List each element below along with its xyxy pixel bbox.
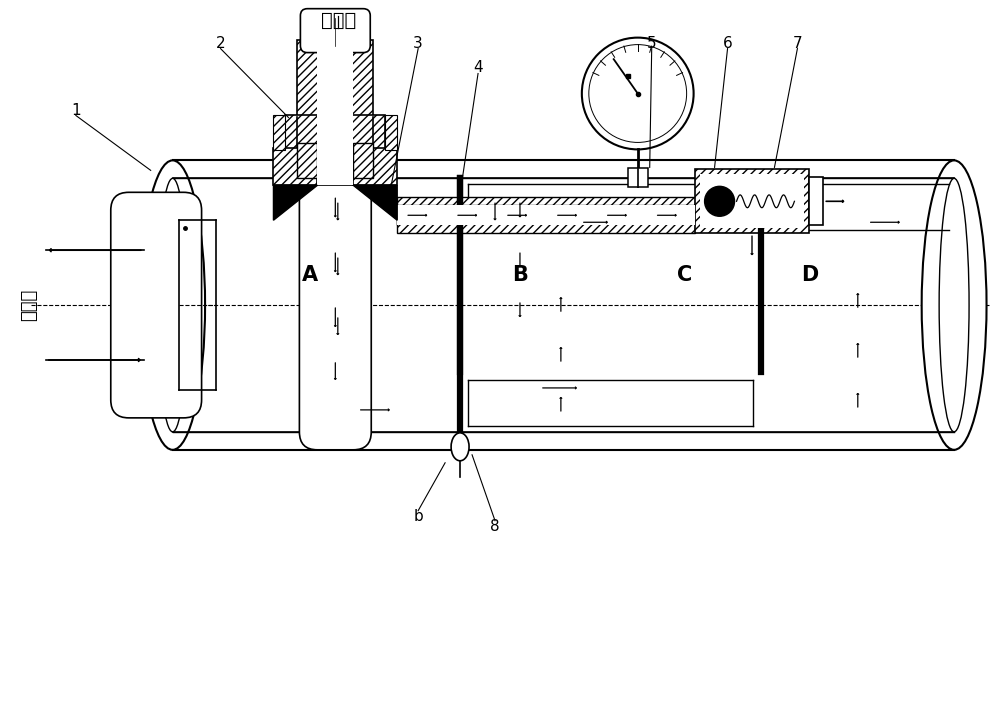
Bar: [285, 116, 385, 150]
Circle shape: [705, 186, 735, 216]
Bar: [695, 169, 809, 233]
Ellipse shape: [158, 178, 188, 432]
Polygon shape: [273, 185, 317, 220]
Ellipse shape: [451, 433, 469, 461]
Text: 2: 2: [216, 36, 225, 51]
Bar: [273, 149, 397, 185]
Bar: [385, 116, 397, 150]
Bar: [700, 174, 804, 228]
Text: D: D: [801, 265, 818, 285]
Text: b: b: [413, 509, 423, 525]
Text: 4: 4: [473, 60, 483, 75]
Text: 3: 3: [413, 36, 423, 51]
Text: 6: 6: [723, 36, 732, 51]
FancyBboxPatch shape: [111, 192, 202, 418]
FancyBboxPatch shape: [300, 8, 370, 53]
Text: B: B: [512, 265, 528, 285]
Bar: [809, 178, 823, 226]
Text: 8: 8: [490, 519, 500, 534]
Polygon shape: [353, 185, 397, 220]
Bar: [317, 149, 353, 185]
Circle shape: [589, 44, 687, 142]
Bar: [297, 39, 373, 118]
Bar: [353, 143, 373, 178]
FancyBboxPatch shape: [299, 160, 371, 450]
Bar: [297, 143, 317, 178]
Bar: [628, 168, 648, 188]
Bar: [317, 39, 353, 118]
Text: C: C: [677, 265, 692, 285]
Bar: [273, 116, 285, 150]
Text: 主油路: 主油路: [321, 11, 356, 30]
Ellipse shape: [939, 178, 969, 432]
Text: A: A: [302, 265, 318, 285]
Text: 7: 7: [793, 36, 802, 51]
Bar: [136, 215, 184, 395]
Text: 冷却水: 冷却水: [20, 289, 38, 321]
Bar: [317, 116, 353, 150]
Bar: [397, 205, 695, 226]
Ellipse shape: [922, 160, 987, 450]
Text: 5: 5: [647, 36, 657, 51]
Bar: [397, 197, 695, 226]
Text: 1: 1: [71, 103, 81, 118]
Circle shape: [582, 37, 694, 149]
Bar: [397, 205, 695, 233]
Ellipse shape: [140, 160, 205, 450]
